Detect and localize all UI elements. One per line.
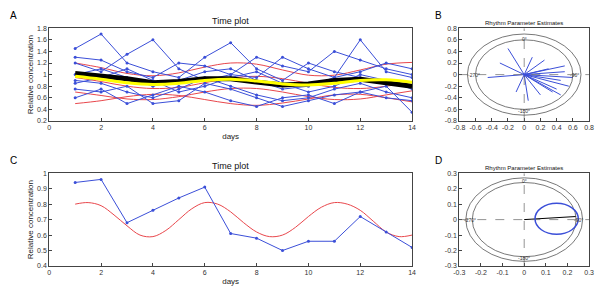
svg-text:8: 8: [255, 269, 259, 276]
svg-text:0.5: 0.5: [37, 247, 47, 254]
svg-text:0.6: 0.6: [37, 232, 47, 239]
svg-text:Relative concentration: Relative concentration: [26, 35, 35, 114]
svg-text:0.3: 0.3: [447, 170, 457, 177]
svg-text:0.4: 0.4: [37, 106, 47, 113]
svg-text:0.3: 0.3: [584, 269, 594, 276]
svg-text:0: 0: [453, 71, 457, 78]
svg-text:0.9: 0.9: [37, 185, 47, 192]
svg-text:-0.1: -0.1: [445, 232, 457, 239]
svg-text:0.1: 0.1: [447, 201, 457, 208]
svg-text:0°: 0°: [522, 178, 527, 184]
svg-text:Rhythm Parameter Estimates: Rhythm Parameter Estimates: [485, 165, 563, 171]
svg-text:1: 1: [43, 71, 47, 78]
svg-text:8: 8: [255, 124, 259, 131]
svg-text:Time plot: Time plot: [212, 16, 249, 26]
svg-text:0: 0: [47, 269, 51, 276]
svg-text:0: 0: [47, 124, 51, 131]
svg-text:Rhythm Parameter Estimates: Rhythm Parameter Estimates: [485, 20, 563, 26]
svg-text:10: 10: [305, 269, 313, 276]
svg-text:-180°: -180°: [518, 255, 530, 261]
svg-text:A: A: [10, 10, 17, 21]
svg-text:-0.3: -0.3: [445, 262, 457, 269]
svg-text:-0.6: -0.6: [445, 106, 457, 113]
svg-text:6: 6: [203, 269, 207, 276]
svg-text:-0.2: -0.2: [475, 269, 487, 276]
svg-text:-270°: -270°: [464, 217, 476, 223]
svg-text:0.2: 0.2: [447, 185, 457, 192]
svg-text:10: 10: [305, 124, 313, 131]
svg-text:0°: 0°: [522, 36, 527, 42]
svg-text:0.2: 0.2: [447, 59, 457, 66]
svg-text:Time plot: Time plot: [212, 161, 249, 171]
svg-text:-0.8: -0.8: [453, 124, 465, 131]
svg-text:6: 6: [203, 124, 207, 131]
svg-text:-0.6: -0.6: [469, 124, 481, 131]
svg-text:C: C: [10, 155, 17, 166]
svg-text:1.6: 1.6: [37, 36, 47, 43]
svg-text:-0.4: -0.4: [486, 124, 498, 131]
svg-text:12: 12: [356, 124, 364, 131]
svg-text:days: days: [222, 277, 239, 286]
svg-text:0.4: 0.4: [552, 124, 562, 131]
svg-text:-0.2: -0.2: [445, 83, 457, 90]
svg-text:1.8: 1.8: [37, 25, 47, 32]
svg-text:0: 0: [522, 124, 526, 131]
svg-text:D: D: [435, 155, 442, 166]
svg-text:1.2: 1.2: [37, 59, 47, 66]
svg-text:days: days: [222, 132, 239, 141]
svg-text:14: 14: [408, 269, 416, 276]
svg-text:4: 4: [151, 124, 155, 131]
svg-text:-180°: -180°: [518, 108, 530, 114]
svg-text:-270°: -270°: [468, 72, 480, 78]
svg-text:-0.2: -0.2: [502, 124, 514, 131]
svg-text:12: 12: [356, 269, 364, 276]
svg-text:1: 1: [43, 170, 47, 177]
svg-text:-0.1: -0.1: [497, 269, 509, 276]
svg-text:-0.3: -0.3: [453, 269, 465, 276]
svg-text:0: 0: [522, 269, 526, 276]
svg-text:0.8: 0.8: [447, 25, 457, 32]
svg-text:0.8: 0.8: [37, 83, 47, 90]
svg-text:0.6: 0.6: [37, 94, 47, 101]
svg-text:2: 2: [99, 269, 103, 276]
svg-text:0.7: 0.7: [37, 216, 47, 223]
svg-text:0.4: 0.4: [447, 48, 457, 55]
svg-text:0.6: 0.6: [568, 124, 578, 131]
svg-text:4: 4: [151, 269, 155, 276]
svg-text:0.8: 0.8: [584, 124, 594, 131]
svg-text:14: 14: [408, 124, 416, 131]
svg-text:0.2: 0.2: [536, 124, 546, 131]
svg-text:Relative concentration: Relative concentration: [26, 180, 35, 259]
svg-text:-90°: -90°: [574, 217, 583, 223]
svg-text:1.4: 1.4: [37, 48, 47, 55]
svg-text:-0.8: -0.8: [445, 117, 457, 124]
svg-text:0.8: 0.8: [37, 201, 47, 208]
svg-text:0.6: 0.6: [447, 36, 457, 43]
svg-text:0.2: 0.2: [563, 269, 573, 276]
svg-text:0.1: 0.1: [541, 269, 551, 276]
svg-text:-0.2: -0.2: [445, 247, 457, 254]
svg-text:0.2: 0.2: [37, 117, 47, 124]
svg-text:2: 2: [99, 124, 103, 131]
svg-text:0: 0: [453, 216, 457, 223]
svg-text:0.4: 0.4: [37, 262, 47, 269]
svg-text:-90°: -90°: [570, 72, 579, 78]
svg-text:B: B: [435, 10, 442, 21]
svg-text:-0.4: -0.4: [445, 94, 457, 101]
